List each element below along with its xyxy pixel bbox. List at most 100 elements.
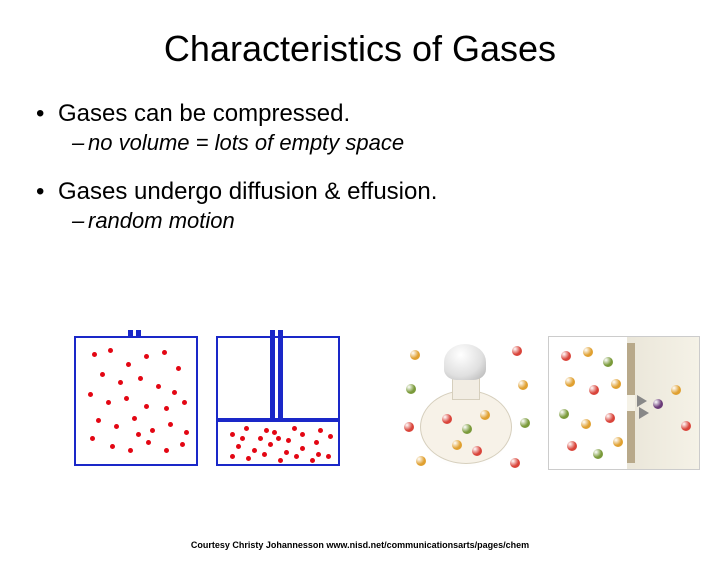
- gas-particle: [264, 428, 269, 433]
- bullet-dot: •: [36, 100, 58, 128]
- gas-particle: [172, 390, 177, 395]
- gas-particle: [136, 432, 141, 437]
- gas-particle: [230, 454, 235, 459]
- molecule: [613, 437, 623, 447]
- molecule: [589, 385, 599, 395]
- gas-particle: [164, 448, 169, 453]
- molecule: [611, 379, 621, 389]
- molecule: [593, 449, 603, 459]
- molecule: [472, 446, 482, 456]
- gas-particle: [240, 436, 245, 441]
- gas-particle: [90, 436, 95, 441]
- gas-particle: [286, 438, 291, 443]
- bullet-dash: –: [72, 208, 88, 234]
- bullet-dot: •: [36, 178, 58, 206]
- effusion-slit: [627, 395, 635, 411]
- gas-particle: [100, 372, 105, 377]
- gas-particle: [300, 446, 305, 451]
- gas-particle: [230, 432, 235, 437]
- molecule: [671, 385, 681, 395]
- arrow-icon: [639, 407, 649, 419]
- bullet-dash: –: [72, 130, 88, 156]
- gas-box-uncompressed: [74, 336, 198, 466]
- molecule: [442, 414, 452, 424]
- arrow-icon: [637, 395, 647, 407]
- molecule: [410, 350, 420, 360]
- gas-particle: [258, 436, 263, 441]
- gas-particle: [118, 380, 123, 385]
- molecule: [605, 413, 615, 423]
- molecule: [559, 409, 569, 419]
- gas-particle: [146, 440, 151, 445]
- gas-particle: [108, 348, 113, 353]
- gas-particle: [128, 448, 133, 453]
- gas-particle: [328, 434, 333, 439]
- gas-particle: [132, 416, 137, 421]
- molecule: [520, 418, 530, 428]
- molecule: [406, 384, 416, 394]
- gas-particle: [268, 442, 273, 447]
- gas-particle: [88, 392, 93, 397]
- gas-particle: [246, 456, 251, 461]
- gas-particle: [126, 362, 131, 367]
- gas-particle: [110, 444, 115, 449]
- gas-particle: [106, 400, 111, 405]
- gas-particle: [292, 426, 297, 431]
- gas-particle: [276, 436, 281, 441]
- molecule: [518, 380, 528, 390]
- subbullet-2: –random motion: [72, 208, 720, 234]
- gas-particle: [168, 422, 173, 427]
- flask-stopper: [444, 344, 486, 380]
- bullet-1: •Gases can be compressed.: [36, 100, 720, 128]
- molecule: [452, 440, 462, 450]
- figures-row: [74, 336, 700, 476]
- molecule: [567, 441, 577, 451]
- bullet-2: •Gases undergo diffusion & effusion.: [36, 178, 720, 206]
- gas-particle: [144, 404, 149, 409]
- molecule: [480, 410, 490, 420]
- gas-particle: [180, 442, 185, 447]
- gas-particle: [176, 366, 181, 371]
- piston-rod: [270, 330, 275, 420]
- gas-particle: [318, 428, 323, 433]
- gas-particle: [326, 454, 331, 459]
- gas-particle: [300, 432, 305, 437]
- gas-particle: [272, 430, 277, 435]
- gas-particle: [144, 354, 149, 359]
- molecule: [603, 357, 613, 367]
- diffusion-flask: [402, 336, 530, 476]
- molecule: [653, 399, 663, 409]
- bullet-1-text: Gases can be compressed.: [58, 100, 350, 127]
- molecule: [583, 347, 593, 357]
- gas-particle: [284, 450, 289, 455]
- gas-particle: [162, 350, 167, 355]
- gas-box-compressed: [216, 336, 340, 466]
- piston-rod: [278, 330, 283, 420]
- piston-rod: [128, 330, 133, 338]
- subbullet-1: –no volume = lots of empty space: [72, 130, 720, 156]
- piston-rod: [136, 330, 141, 338]
- gas-particle: [262, 452, 267, 457]
- molecule: [462, 424, 472, 434]
- subbullet-1-text: no volume = lots of empty space: [88, 130, 404, 155]
- molecule: [416, 456, 426, 466]
- gas-particle: [124, 396, 129, 401]
- gas-particle: [278, 458, 283, 463]
- gas-particle: [310, 458, 315, 463]
- molecule: [510, 458, 520, 468]
- gas-particle: [316, 452, 321, 457]
- gas-particle: [164, 406, 169, 411]
- molecule: [404, 422, 414, 432]
- piston-plate: [216, 418, 338, 422]
- gas-particle: [244, 426, 249, 431]
- gas-particle: [156, 384, 161, 389]
- gas-particle: [150, 428, 155, 433]
- bullet-2-text: Gases undergo diffusion & effusion.: [58, 178, 437, 205]
- effusion-diagram: [548, 336, 700, 470]
- subbullet-2-text: random motion: [88, 208, 235, 233]
- gas-particle: [314, 440, 319, 445]
- gas-particle: [236, 444, 241, 449]
- gas-particle: [184, 430, 189, 435]
- gas-particle: [252, 448, 257, 453]
- molecule: [681, 421, 691, 431]
